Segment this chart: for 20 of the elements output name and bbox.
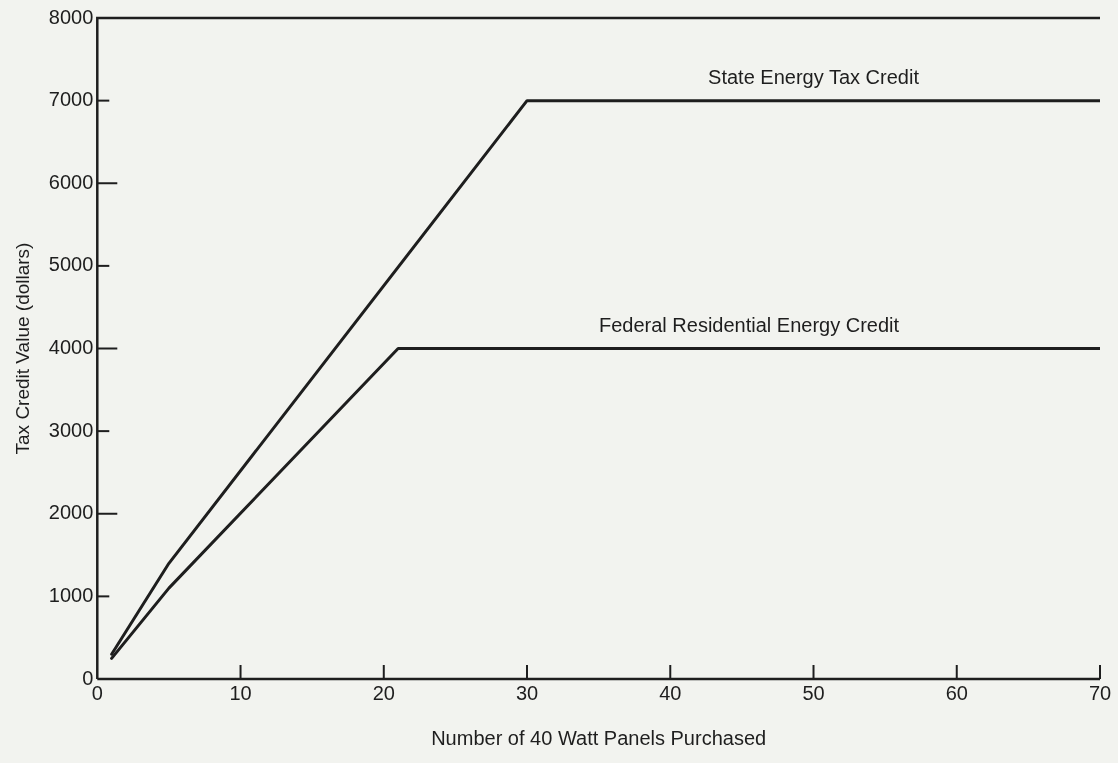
y-axis-title: Tax Credit Value (dollars)	[11, 242, 33, 455]
y-tick-label: 8000	[48, 5, 94, 28]
y-tick-label: 2000	[48, 501, 94, 524]
x-tick-label: 10	[229, 681, 252, 704]
x-tick-label: 40	[659, 681, 682, 704]
y-tick-label: 7000	[48, 88, 94, 111]
y-tick-label: 5000	[48, 253, 94, 276]
series-label: Federal Residential Energy Credit	[598, 314, 900, 337]
y-tick-label: 1000	[48, 583, 94, 606]
x-tick-label: 70	[1088, 681, 1112, 704]
x-tick-label: 60	[945, 681, 968, 704]
y-tick-label: 0	[82, 666, 94, 689]
y-tick-label: 3000	[48, 418, 94, 441]
x-tick-label: 50	[802, 681, 825, 704]
x-tick-label: 20	[372, 681, 395, 704]
y-tick-label: 6000	[48, 170, 94, 193]
y-tick-label: 4000	[48, 336, 94, 359]
series-label: State Energy Tax Credit	[708, 66, 920, 89]
x-axis-title: Number of 40 Watt Panels Purchased	[431, 726, 767, 749]
x-tick-label: 30	[515, 681, 539, 704]
